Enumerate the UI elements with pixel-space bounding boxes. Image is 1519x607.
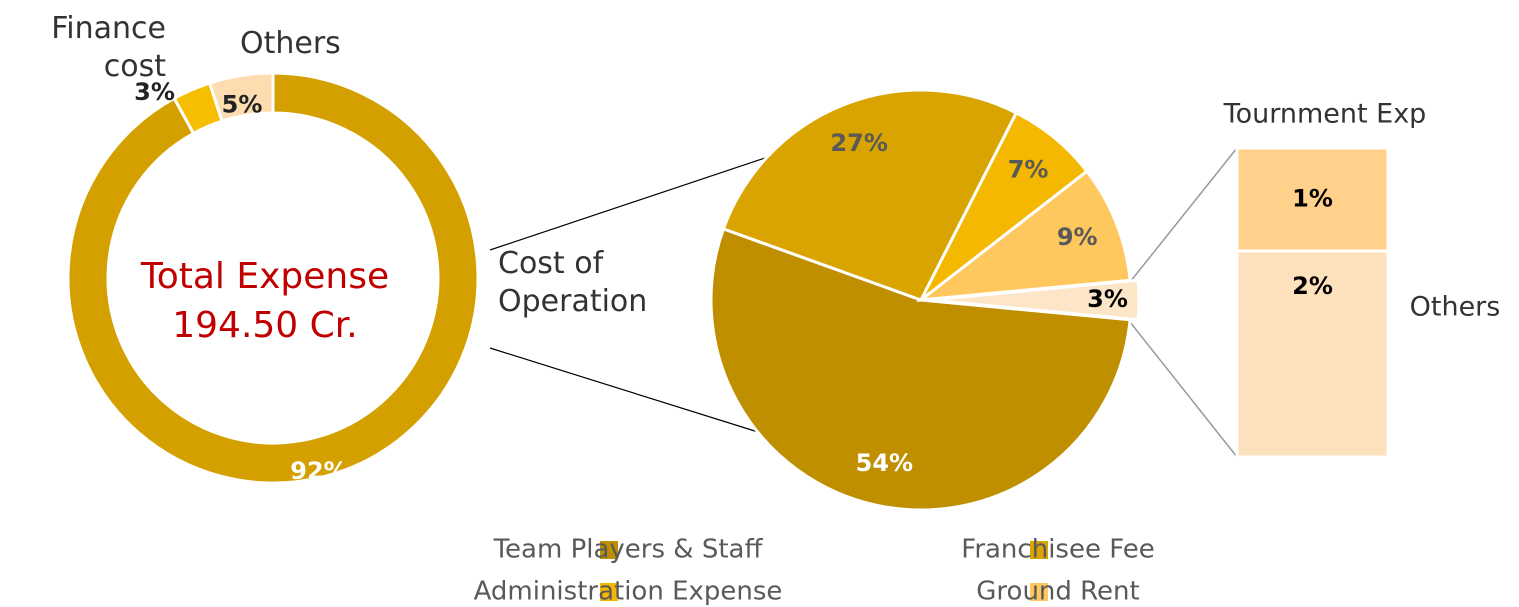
pie-slice: [916, 169, 1132, 302]
legend-swatch: [600, 541, 618, 559]
data-label: 3%: [1087, 285, 1128, 313]
connector: [1129, 321, 1238, 458]
pie-slice: [709, 226, 1132, 512]
category-label: Finance cost: [51, 11, 166, 84]
category-label: Others: [240, 26, 341, 61]
legend-label: Administration Expense: [474, 577, 783, 607]
category-label: Cost of Operation: [498, 246, 648, 319]
connector: [489, 157, 766, 251]
pie-slice: [928, 278, 1141, 322]
legend-label: Franchisee Fee: [961, 535, 1155, 565]
data-label: 54%: [856, 449, 913, 477]
center-label: Total Expense: [140, 256, 389, 297]
donut-slice: [207, 71, 275, 123]
bar-segment: [1235, 146, 1390, 253]
legend-swatch: [600, 583, 618, 601]
center-label: 194.50 Cr.: [172, 305, 357, 346]
data-label: 92%: [290, 457, 347, 485]
data-label: 9%: [1057, 223, 1098, 251]
data-label: 27%: [830, 129, 887, 157]
data-label: 3%: [134, 78, 175, 106]
series-label: Others: [1410, 292, 1501, 323]
data-label: 5%: [222, 90, 263, 118]
series-label: Tournment Exp: [1223, 99, 1427, 130]
donut-slice: [66, 71, 480, 485]
legend-label: Ground Rent: [976, 577, 1139, 607]
bar-segment: [1235, 249, 1390, 459]
legend-swatch: [1030, 583, 1048, 601]
connector: [1129, 147, 1238, 283]
data-label: 1%: [1292, 185, 1333, 213]
data-label: 7%: [1008, 156, 1049, 184]
connector: [489, 347, 759, 433]
legend-label: Team Players & Staff: [493, 535, 764, 565]
legend-swatch: [1030, 541, 1048, 559]
pie-slice: [721, 88, 1019, 302]
data-label: 2%: [1292, 272, 1333, 300]
